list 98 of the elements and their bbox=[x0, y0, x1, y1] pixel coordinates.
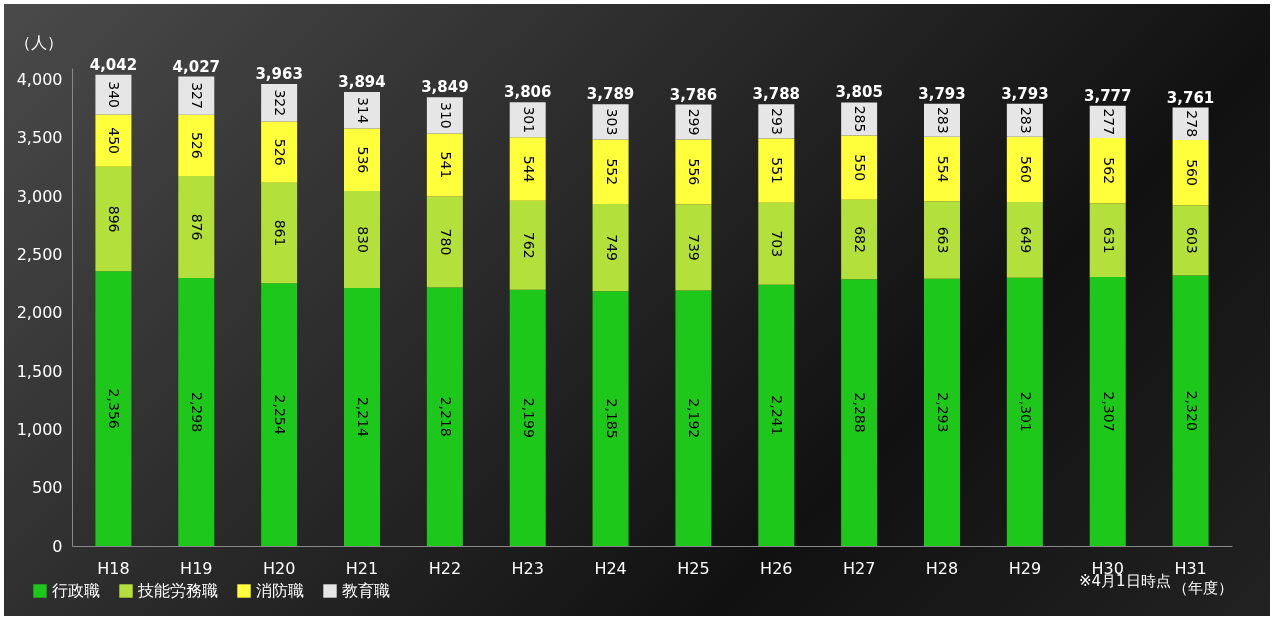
total-label: 3,963 bbox=[255, 64, 303, 83]
data-label: 603 bbox=[1183, 227, 1200, 254]
data-label: 536 bbox=[355, 146, 371, 174]
data-label: 322 bbox=[272, 89, 289, 117]
x-tick-label: H24 bbox=[594, 558, 627, 578]
data-label: 314 bbox=[355, 96, 371, 124]
x-axis-title: （年度） bbox=[1172, 578, 1233, 597]
x-tick-label: H21 bbox=[345, 558, 379, 578]
data-label: 2,307 bbox=[1100, 391, 1117, 432]
y-axis-title: （人） bbox=[14, 32, 63, 52]
x-tick-label: H18 bbox=[97, 558, 130, 578]
data-label: 544 bbox=[520, 155, 537, 183]
data-label: 2,288 bbox=[852, 392, 869, 433]
total-label: 3,789 bbox=[586, 85, 635, 104]
x-tick-label: H31 bbox=[1174, 558, 1207, 578]
total-label: 3,786 bbox=[669, 85, 718, 104]
total-label: 3,761 bbox=[1166, 88, 1215, 107]
data-label: 2,192 bbox=[686, 398, 703, 439]
data-label: 556 bbox=[686, 158, 703, 186]
data-label: 896 bbox=[106, 205, 123, 233]
data-label: 2,241 bbox=[769, 395, 786, 436]
data-label: 310 bbox=[437, 101, 454, 129]
data-label: 562 bbox=[1100, 157, 1117, 185]
total-label: 3,793 bbox=[918, 84, 966, 103]
total-label: 3,806 bbox=[503, 83, 552, 102]
data-label: 340 bbox=[106, 81, 123, 108]
data-label: 554 bbox=[935, 155, 951, 183]
data-label: 526 bbox=[189, 131, 206, 159]
legend-label: 消防職 bbox=[256, 581, 304, 600]
data-label: 560 bbox=[1017, 156, 1034, 183]
y-tick-label: 3,000 bbox=[16, 186, 63, 206]
x-tick-label: H23 bbox=[511, 558, 544, 578]
x-tick-label: H26 bbox=[760, 558, 793, 578]
y-tick-label: 2,500 bbox=[16, 245, 63, 265]
data-label: 278 bbox=[1183, 110, 1200, 138]
y-tick-label: 500 bbox=[31, 478, 63, 498]
data-label: 876 bbox=[189, 213, 206, 241]
total-label: 3,805 bbox=[835, 83, 883, 102]
data-label: 541 bbox=[437, 151, 454, 179]
data-label: 550 bbox=[852, 154, 869, 182]
data-label: 2,185 bbox=[603, 398, 620, 439]
data-label: 2,293 bbox=[935, 392, 951, 433]
y-tick-label: 1,000 bbox=[16, 419, 63, 439]
data-label: 749 bbox=[603, 234, 620, 261]
data-label: 2,254 bbox=[272, 394, 289, 435]
x-tick-label: H19 bbox=[180, 558, 213, 578]
total-label: 3,777 bbox=[1083, 86, 1132, 105]
data-label: 2,214 bbox=[355, 396, 371, 438]
x-tick-label: H29 bbox=[1008, 558, 1042, 578]
total-label: 4,042 bbox=[89, 55, 138, 74]
data-label: 560 bbox=[1183, 159, 1200, 186]
data-label: 283 bbox=[1017, 106, 1034, 134]
data-label: 703 bbox=[769, 230, 786, 258]
data-label: 830 bbox=[355, 226, 371, 253]
data-label: 293 bbox=[769, 108, 786, 135]
legend-label: 行政職 bbox=[52, 581, 100, 600]
data-label: 299 bbox=[686, 108, 703, 136]
data-label: 277 bbox=[1100, 108, 1117, 136]
data-label: 526 bbox=[272, 138, 289, 166]
data-label: 682 bbox=[852, 226, 869, 253]
data-label: 739 bbox=[686, 234, 703, 261]
legend-label: 教育職 bbox=[342, 581, 390, 600]
total-label: 4,027 bbox=[172, 57, 221, 76]
data-label: 631 bbox=[1100, 226, 1117, 254]
x-tick-label: H25 bbox=[677, 558, 710, 578]
data-label: 780 bbox=[437, 228, 454, 256]
data-label: 450 bbox=[106, 127, 123, 154]
data-label: 285 bbox=[852, 105, 869, 133]
data-label: 327 bbox=[189, 82, 206, 109]
data-label: 303 bbox=[603, 108, 620, 136]
data-label: 551 bbox=[769, 157, 786, 185]
data-label: 663 bbox=[935, 226, 951, 254]
data-label: 2,199 bbox=[520, 397, 537, 438]
total-label: 3,894 bbox=[338, 73, 386, 92]
data-label: 2,298 bbox=[189, 392, 206, 433]
x-tick-label: H22 bbox=[428, 558, 462, 578]
data-label: 649 bbox=[1017, 226, 1034, 254]
total-label: 3,849 bbox=[421, 78, 469, 97]
data-label: 762 bbox=[520, 231, 537, 259]
data-label: 283 bbox=[935, 106, 951, 134]
x-tick-label: H20 bbox=[262, 558, 296, 578]
y-tick-label: 3,500 bbox=[16, 128, 63, 148]
data-label: 2,301 bbox=[1017, 391, 1034, 432]
y-tick-label: 1,500 bbox=[16, 361, 63, 381]
total-label: 3,788 bbox=[752, 85, 801, 104]
total-label: 3,793 bbox=[1001, 84, 1049, 103]
y-tick-label: 4,000 bbox=[16, 70, 63, 90]
x-tick-label: H28 bbox=[925, 558, 959, 578]
data-label: 552 bbox=[603, 158, 620, 186]
data-label: 2,320 bbox=[1183, 390, 1200, 431]
data-label: 2,218 bbox=[437, 396, 454, 437]
data-label: 861 bbox=[272, 219, 289, 247]
data-label: 2,356 bbox=[106, 388, 123, 429]
y-tick-label: 2,000 bbox=[16, 303, 63, 323]
legend-label: 技能労務職 bbox=[137, 581, 218, 600]
y-tick-label: 0 bbox=[52, 536, 63, 556]
data-label: 301 bbox=[520, 106, 537, 134]
x-tick-label: H27 bbox=[842, 558, 876, 578]
